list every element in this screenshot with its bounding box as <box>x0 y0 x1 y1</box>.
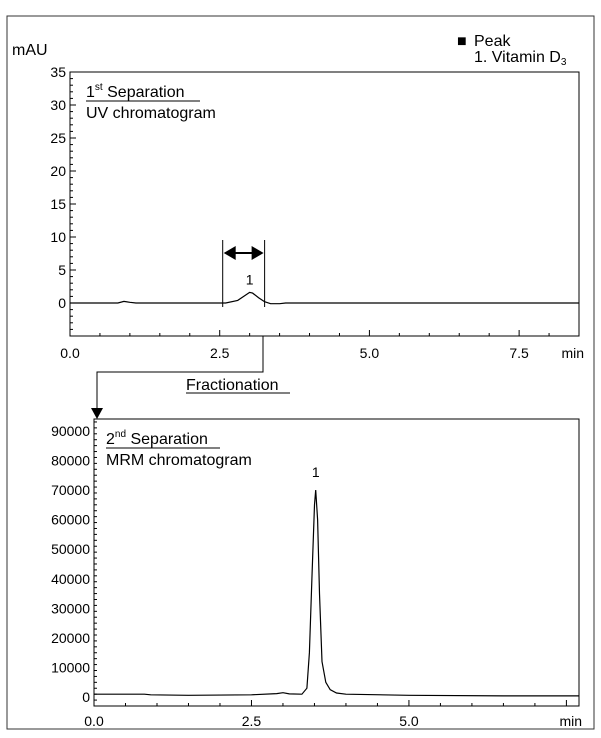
chart-title-line1: 2nd Separation <box>106 429 208 448</box>
mrm-chromatogram-chart: 2nd Separation MRM chromatogram 0 10000 20… <box>51 418 582 729</box>
fraction-window-arrowhead-right <box>251 246 264 260</box>
y-tick-label: 10000 <box>51 660 90 676</box>
legend: ■ Peak 1. Vitamin D3 <box>457 33 567 68</box>
connector-line <box>96 336 264 408</box>
x-tick-label: 7.5 <box>509 345 529 361</box>
y-tick-label: 80000 <box>51 452 90 468</box>
x-tick-label: 2.5 <box>242 713 262 729</box>
x-tick-label: 2.5 <box>210 345 230 361</box>
y-tick-label: 50000 <box>51 541 90 557</box>
legend-title: Peak <box>474 33 511 50</box>
fraction-window-arrowhead-left <box>223 246 236 260</box>
peak-label: 1 <box>312 464 320 480</box>
y-tick-label: 60000 <box>51 512 90 528</box>
legend-marker: ■ <box>457 33 467 50</box>
x-tick-label: 5.0 <box>399 713 419 729</box>
peak-label: 1 <box>246 271 254 287</box>
mrm-trace-line <box>94 489 579 697</box>
x-tick-label: 5.0 <box>360 345 380 361</box>
y-tick-label: 0 <box>58 295 66 311</box>
uv-chromatogram-chart: mAU 1st Separation UV chromatogram 0 5 10 1… <box>12 42 584 361</box>
y-tick-label: 70000 <box>51 482 90 498</box>
connector-arrowhead <box>91 408 103 419</box>
plot-frame <box>93 418 580 707</box>
chart-title-line2: UV chromatogram <box>86 105 216 122</box>
y-axis-unit-label: mAU <box>12 42 48 59</box>
uv-trace-line <box>70 291 579 305</box>
fractionation-connector: Fractionation <box>91 336 290 419</box>
x-tick-label: 0.0 <box>84 713 104 729</box>
x-axis-unit-label: min <box>559 713 582 729</box>
y-tick-label: 30000 <box>51 600 90 616</box>
y-tick-label: 20000 <box>51 630 90 646</box>
y-tick-label: 30 <box>50 97 66 113</box>
y-tick-label: 5 <box>58 262 66 278</box>
y-tick-label: 90000 <box>51 423 90 439</box>
figure-frame <box>6 15 595 730</box>
chart-title-line1: 1st Separation <box>86 82 185 101</box>
y-tick-label: 0 <box>82 689 90 705</box>
y-tick-label: 40000 <box>51 571 90 587</box>
chart-title-line2: MRM chromatogram <box>106 452 252 469</box>
x-tick-label: 0.0 <box>60 345 80 361</box>
y-tick-label: 15 <box>50 196 66 212</box>
y-tick-label: 25 <box>50 130 66 146</box>
x-axis-unit-label: min <box>561 345 584 361</box>
y-tick-label: 20 <box>50 163 66 179</box>
y-tick-label: 10 <box>50 229 66 245</box>
y-tick-label: 35 <box>50 64 66 80</box>
fractionation-label: Fractionation <box>186 377 279 394</box>
legend-entry: 1. Vitamin D3 <box>474 49 567 68</box>
